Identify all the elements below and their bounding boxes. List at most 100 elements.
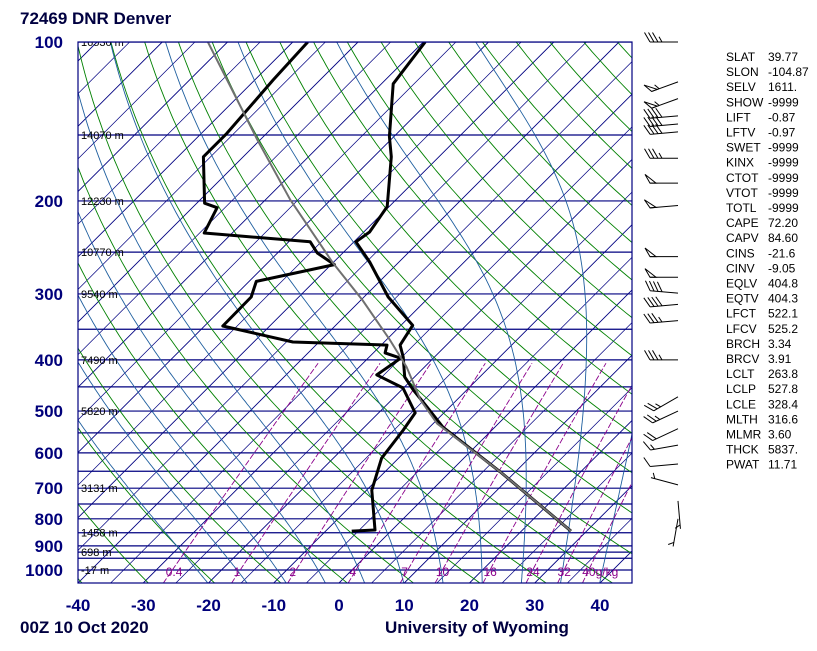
height-label: 1458 m <box>81 528 118 540</box>
moist-adiabat-line <box>31 42 326 583</box>
moist-adiabat-line <box>337 42 527 583</box>
moist-adiabat-line <box>0 42 247 583</box>
stat-label: SLAT <box>726 50 756 64</box>
stat-label: LIFT <box>726 110 751 124</box>
dry-adiabats <box>0 42 817 583</box>
mixing-ratio-label: 40g/kg <box>582 565 618 579</box>
y-tick-label: 400 <box>35 351 63 370</box>
x-tick-label: 20 <box>460 596 479 615</box>
mixing-ratio-label: 2 <box>289 565 296 579</box>
wind-barb <box>644 108 678 118</box>
mixing-ratio-label: 4 <box>349 565 356 579</box>
stat-value: 3.91 <box>768 352 792 366</box>
wind-barb <box>675 501 680 529</box>
y-tick-label: 900 <box>35 537 63 556</box>
wind-barb <box>645 32 679 42</box>
stat-value: 5837. <box>768 443 798 457</box>
wind-barb <box>644 200 678 208</box>
isotherm-line <box>470 42 817 583</box>
date-label: 00Z 10 Oct 2020 <box>20 618 149 637</box>
stat-value: -21.6 <box>768 246 796 260</box>
x-tick-label: -20 <box>196 596 221 615</box>
y-tick-label: 500 <box>35 402 63 421</box>
dry-adiabat-line <box>179 42 680 583</box>
x-tick-label: 0 <box>334 596 343 615</box>
stat-value: 404.3 <box>768 292 798 306</box>
stat-label: CINV <box>726 261 755 275</box>
y-tick-label: 200 <box>35 192 63 211</box>
isotherm-line <box>437 42 817 583</box>
stat-value: 263.8 <box>768 367 798 381</box>
stat-label: TOTL <box>726 201 757 215</box>
dry-adiabat-line <box>0 42 215 583</box>
profiles <box>203 42 571 531</box>
dry-adiabat-line <box>145 42 613 583</box>
moist-adiabat-line <box>67 42 365 583</box>
stat-label: EQLV <box>726 277 757 291</box>
y-tick-label: 100 <box>35 33 63 52</box>
y-tick-label: 1000 <box>25 561 63 580</box>
mixing-ratio-line <box>582 363 694 583</box>
x-tick-label: -40 <box>66 596 91 615</box>
height-label: 7490 m <box>81 355 118 367</box>
stat-label: LCLT <box>726 367 755 381</box>
dry-adiabat-line <box>43 42 414 583</box>
wind-barb <box>645 269 678 278</box>
stat-label: MLMR <box>726 428 762 442</box>
wind-barb <box>645 174 678 183</box>
mixing-ratio-label: 16 <box>483 565 497 579</box>
stat-label: SLON <box>726 65 759 79</box>
stat-label: SWET <box>726 141 761 155</box>
stat-value: 328.4 <box>768 397 798 411</box>
y-tick-label: 800 <box>35 510 63 529</box>
wind-barb <box>645 149 679 159</box>
stat-value: 316.6 <box>768 412 798 426</box>
dry-adiabat-line <box>449 42 817 583</box>
height-label: 10770 m <box>81 247 124 259</box>
height-label: -17 m <box>81 565 109 577</box>
wind-barb <box>643 442 678 450</box>
isotherm-line <box>0 42 391 583</box>
stat-value: -9999 <box>768 156 799 170</box>
wind-barb <box>668 519 678 547</box>
mixing-ratio-label: 1 <box>234 565 241 579</box>
mixing-ratio-label: 24 <box>526 565 540 579</box>
stat-label: PWAT <box>726 458 760 472</box>
y-tick-label: 600 <box>35 444 63 463</box>
stat-label: LFCV <box>726 322 757 336</box>
stat-value: 84.60 <box>768 231 798 245</box>
stat-value: -9999 <box>768 186 799 200</box>
isotherm-line <box>0 42 195 583</box>
source-label: University of Wyoming <box>385 618 569 637</box>
stat-value: -104.87 <box>768 65 809 79</box>
x-tick-label: -30 <box>131 596 156 615</box>
y-tick-label: 700 <box>35 479 63 498</box>
stat-value: 3.34 <box>768 337 792 351</box>
dry-adiabat-line <box>483 42 817 583</box>
stat-label: SHOW <box>726 95 764 109</box>
wind-barb <box>644 397 678 411</box>
stat-value: -0.97 <box>768 126 796 140</box>
stat-value: -9999 <box>768 141 799 155</box>
wind-barb <box>644 313 678 323</box>
stat-label: LCLE <box>726 397 756 411</box>
stat-label: KINX <box>726 156 754 170</box>
wind-barb <box>644 457 678 466</box>
height-label: 9540 m <box>81 289 118 301</box>
wind-barb <box>645 248 678 257</box>
x-tick-label: -10 <box>261 596 286 615</box>
stat-value: -9999 <box>768 201 799 215</box>
isotherm-line <box>0 42 64 583</box>
isotherm-line <box>0 42 97 583</box>
stat-value: 527.8 <box>768 382 798 396</box>
stat-value: 3.60 <box>768 428 792 442</box>
wind-barb <box>651 473 678 485</box>
mixing-ratio-label: 10 <box>436 565 450 579</box>
wind-barb <box>644 116 678 126</box>
stat-value: 39.77 <box>768 50 798 64</box>
stat-label: CINS <box>726 246 755 260</box>
wind-barb <box>644 411 678 423</box>
